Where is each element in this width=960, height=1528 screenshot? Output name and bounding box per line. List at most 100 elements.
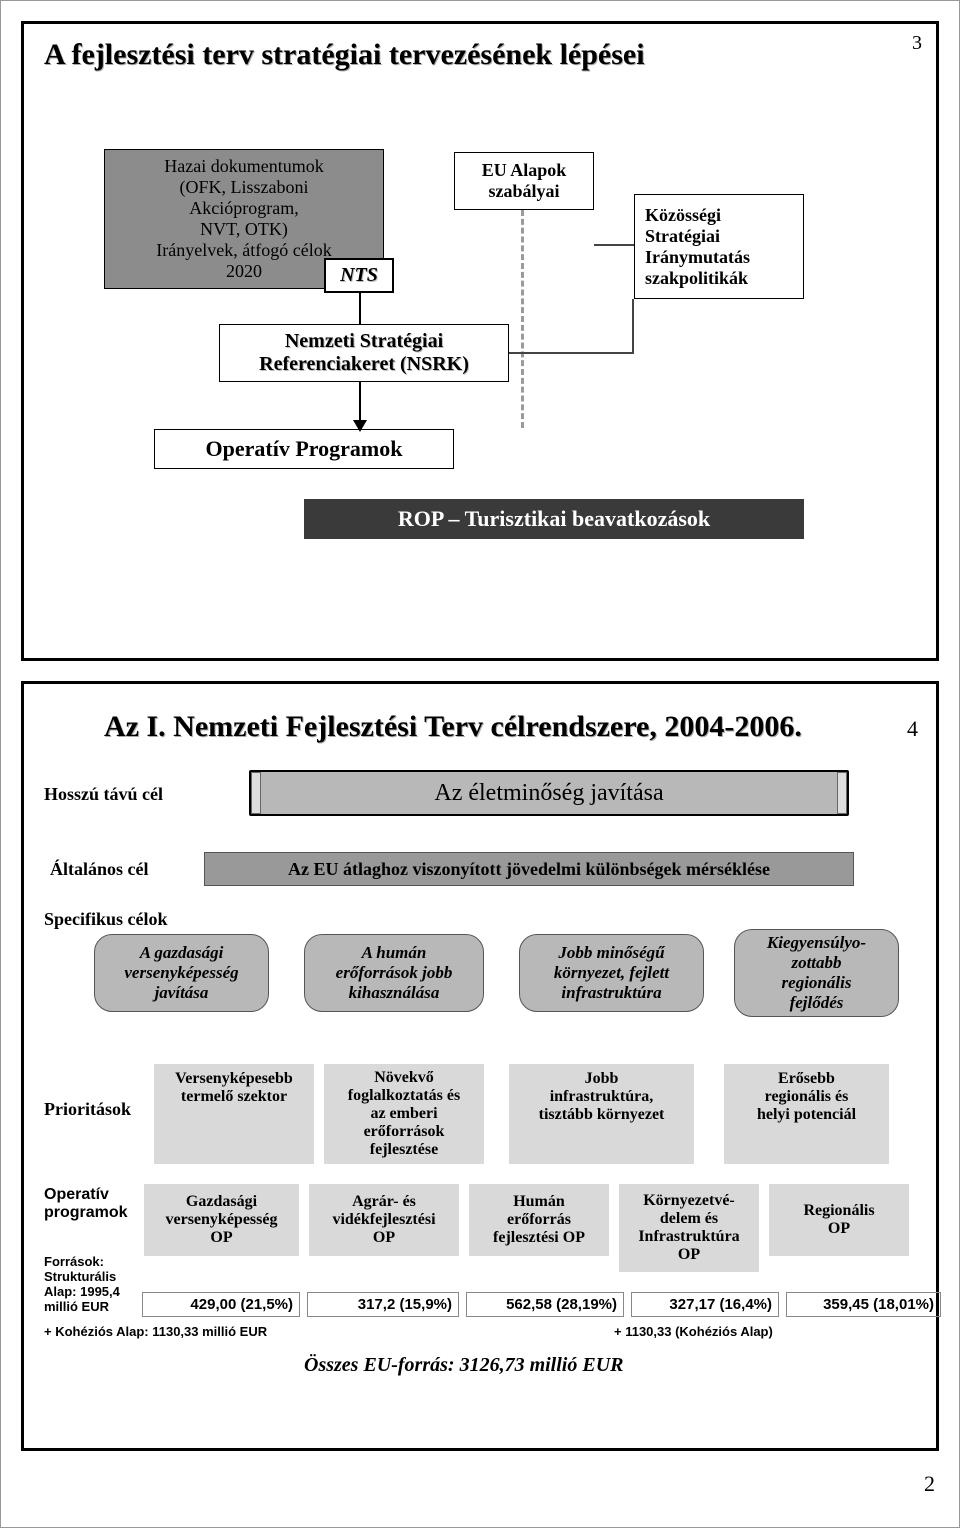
slide-2: 4 Az I. Nemzeti Fejlesztési Terv célrend…: [21, 681, 939, 1451]
line-eu-koz: [594, 244, 634, 246]
opprog-l1: Operatív: [44, 1186, 109, 1203]
page-number: 2: [1, 1471, 959, 1497]
p3l1: Jobb: [585, 1070, 619, 1087]
slide-number-4: 4: [907, 716, 918, 742]
op-kornyezet: Környezetvé-delem ésInfrastruktúraOP: [619, 1184, 759, 1272]
o4l3: Infrastruktúra: [638, 1228, 739, 1245]
total-eu-forras: Összes EU-forrás: 3126,73 millió EUR: [304, 1354, 623, 1377]
spec-kornyezet: Jobb minőségűkörnyezet, fejlettinfrastru…: [519, 934, 704, 1012]
s4l4: fejlődés: [790, 993, 844, 1012]
slide-1: 3 A fejlesztési terv stratégiai tervezés…: [21, 21, 939, 661]
o4l2: delem és: [660, 1210, 718, 1227]
o2l3: OP: [373, 1229, 395, 1246]
kohezios-right: + 1130,33 (Kohéziós Alap): [614, 1324, 773, 1339]
op-human: Humánerőforrásfejlesztési OP: [469, 1184, 609, 1256]
o1l3: OP: [210, 1229, 232, 1246]
bar-altalanos: Az EU átlaghoz viszonyított jövedelmi kü…: [204, 852, 854, 886]
koz-l4: szakpolitikák: [645, 268, 748, 289]
amount-2: 317,2 (15,9%): [307, 1292, 459, 1317]
amount-4: 327,17 (16,4%): [631, 1292, 779, 1317]
o1l2: versenyképesség: [166, 1211, 278, 1228]
prior-foglalkoztatas: Növekvőfoglalkoztatás ésaz emberierőforr…: [324, 1064, 484, 1164]
o4l4: OP: [678, 1246, 700, 1263]
s3l3: infrastruktúra: [561, 983, 661, 1002]
op-regionalis: RegionálisOP: [769, 1184, 909, 1256]
fr-l1: Források:: [44, 1254, 104, 1269]
line-nsrk-koz-h: [509, 352, 634, 354]
p2l2: foglalkoztatás és: [348, 1087, 460, 1104]
p1l1: Versenyképesebb: [175, 1070, 293, 1087]
spec-regionalis: Kiegyensúlyo-zottabbregionálisfejlődés: [734, 929, 899, 1017]
p2l4: erőforrások: [364, 1123, 445, 1140]
amount-5: 359,45 (18,01%): [786, 1292, 941, 1317]
hazai-l4: NVT, OTK): [105, 219, 383, 240]
op-agrar: Agrár- ésvidékfejlesztésiOP: [309, 1184, 459, 1256]
label-opprog: Operatív programok: [44, 1186, 128, 1222]
scroll-icon: [837, 772, 847, 814]
slide-number-3: 3: [912, 32, 922, 55]
op-gazdasagi: GazdaságiversenyképességOP: [144, 1184, 299, 1256]
s2l2: erőforrások jobb: [336, 963, 453, 982]
box-kozossegi: Közösségi Stratégiai Iránymutatás szakpo…: [634, 194, 804, 299]
s1l2: versenyképesség: [124, 963, 238, 982]
p4l2: regionális és: [765, 1088, 849, 1105]
s2l3: kihasználása: [349, 983, 440, 1002]
prior-verseny: Versenyképesebbtermelő szektor: [154, 1064, 314, 1164]
slide2-title: Az I. Nemzeti Fejlesztési Terv célrendsz…: [24, 684, 936, 744]
hosszu-text: Az életminőség javítása: [434, 780, 663, 807]
p4l1: Erősebb: [778, 1070, 835, 1087]
s3l1: Jobb minőségű: [558, 943, 664, 962]
koz-l1: Közösségi: [645, 205, 721, 226]
scroll-icon: [251, 772, 261, 814]
box-rop: ROP – Turisztikai beavatkozások: [304, 499, 804, 539]
s3l2: környezet, fejlett: [554, 963, 669, 982]
p2l1: Növekvő: [374, 1069, 434, 1086]
p1l2: termelő szektor: [181, 1088, 287, 1105]
p2l5: fejlesztése: [370, 1141, 438, 1158]
hazai-l2: (OFK, Lisszaboni: [105, 177, 383, 198]
slide1-title: A fejlesztési terv stratégiai tervezésén…: [24, 24, 936, 72]
prior-regionalis: Erősebbregionális éshelyi potenciál: [724, 1064, 889, 1164]
dashed-eu-down: [521, 210, 524, 428]
s1l1: A gazdasági: [140, 943, 224, 962]
page: 3 A fejlesztési terv stratégiai tervezés…: [0, 0, 960, 1528]
s1l3: javítása: [155, 983, 209, 1002]
o3l1: Humán: [513, 1193, 565, 1210]
label-altalanos: Általános cél: [50, 859, 149, 880]
o4l1: Környezetvé-: [643, 1192, 735, 1209]
amount-1: 429,00 (21,5%): [142, 1292, 300, 1317]
line-koz-down: [632, 299, 634, 354]
box-eu-alapok: EU Alapok szabályai: [454, 152, 594, 210]
fr-l4: millió EUR: [44, 1299, 109, 1314]
prior-infra: Jobbinfrastruktúra,tisztább környezet: [509, 1064, 694, 1164]
p3l2: infrastruktúra,: [550, 1088, 654, 1105]
koz-l3: Iránymutatás: [645, 247, 750, 268]
kohezios-left: + Kohéziós Alap: 1130,33 millió EUR: [44, 1324, 267, 1339]
box-nsrk: Nemzeti Stratégiai Referenciakeret (NSRK…: [219, 324, 509, 382]
box-operativ-programok: Operatív Programok: [154, 429, 454, 469]
spec-human: A humánerőforrások jobbkihasználása: [304, 934, 484, 1012]
box-nts: NTS: [324, 258, 394, 293]
nsrk-l1: Nemzeti Stratégiai: [220, 330, 508, 353]
s4l2: zottabb: [791, 953, 841, 972]
o3l3: fejlesztési OP: [493, 1229, 585, 1246]
eualap-l1: EU Alapok: [455, 160, 593, 181]
label-specifikus: Specifikus célok: [44, 909, 168, 930]
p4l3: helyi potenciál: [757, 1106, 856, 1123]
nsrk-l2: Referenciakeret (NSRK): [220, 353, 508, 376]
fr-l3: Alap: 1995,4: [44, 1284, 120, 1299]
s2l1: A humán: [362, 943, 427, 962]
label-prioritasok: Prioritások: [44, 1099, 131, 1120]
label-hosszu: Hosszú távú cél: [44, 784, 163, 805]
opprog-l2: programok: [44, 1204, 128, 1221]
fr-l2: Strukturális: [44, 1269, 116, 1284]
o5l1: Regionális: [803, 1202, 874, 1219]
spec-gazdasagi: A gazdaságiversenyképességjavítása: [94, 934, 269, 1012]
o2l2: vidékfejlesztési: [332, 1211, 435, 1228]
o1l1: Gazdasági: [186, 1193, 257, 1210]
o5l2: OP: [828, 1220, 850, 1237]
p3l3: tisztább környezet: [539, 1106, 665, 1123]
p2l3: az emberi: [370, 1105, 437, 1122]
amount-3: 562,58 (28,19%): [466, 1292, 624, 1317]
s4l1: Kiegyensúlyo-: [767, 933, 866, 952]
